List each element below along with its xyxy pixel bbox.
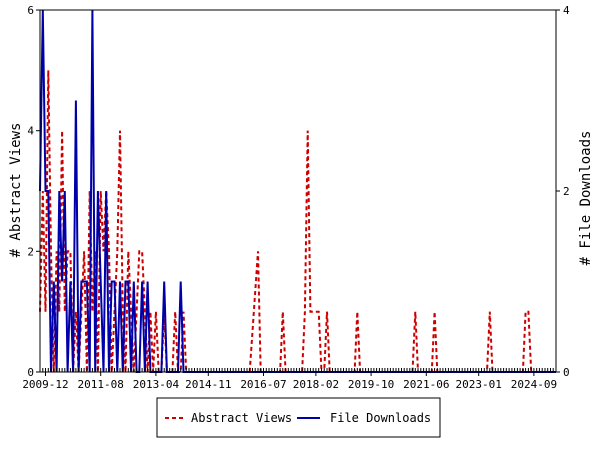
legend-label-file-downloads: File Downloads	[330, 411, 431, 425]
y-right-tick-label: 2	[563, 185, 570, 198]
x-tick-label: 2019-10	[348, 378, 394, 391]
y-left-tick-label: 4	[27, 125, 34, 138]
plot-area	[39, 9, 556, 373]
x-tick-label: 2024-09	[511, 378, 557, 391]
x-tick-label: 2013-04	[133, 378, 180, 391]
y-right-tick-label: 0	[563, 366, 570, 379]
series-line-0	[39, 70, 556, 373]
y-axis-left-title: # Abstract Views	[8, 123, 24, 258]
y-left-tick-label: 6	[27, 4, 34, 17]
x-tick-label: 2014-11	[185, 378, 231, 391]
x-tick-label: 2018-02	[293, 378, 339, 391]
legend: Abstract Views File Downloads	[156, 397, 441, 438]
axes: 2009-12 2011-08 2013-04 2014-11 2016-07 2018-…	[22, 4, 570, 391]
y-right-tick-label: 4	[563, 4, 570, 17]
series-line-1	[39, 9, 556, 373]
y-left-tick-label: 2	[27, 245, 34, 258]
plot-frame	[39, 9, 557, 373]
x-tick-label: 2009-12	[22, 378, 68, 391]
x-tick-label: 2011-08	[78, 378, 124, 391]
x-tick-label: 2021-06	[403, 378, 449, 391]
y-axis-right-title: # File Downloads	[578, 131, 594, 266]
x-tick-label: 2023-01	[456, 378, 502, 391]
legend-label-abstract-views: Abstract Views	[191, 411, 292, 425]
x-tick-label: 2016-07	[240, 378, 286, 391]
y-left-tick-label: 0	[27, 366, 34, 379]
